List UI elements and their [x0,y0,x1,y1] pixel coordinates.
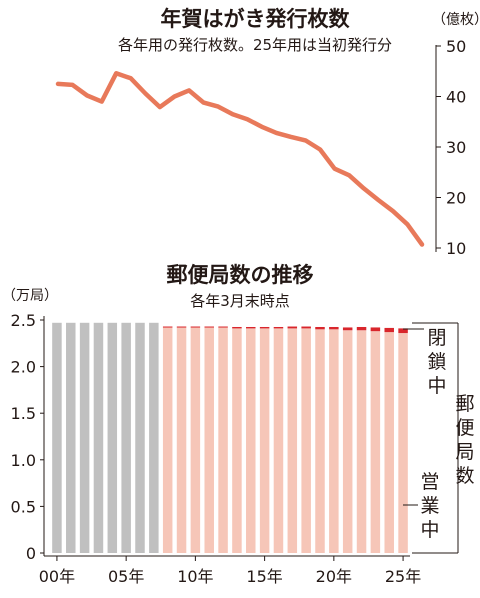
total-label-text: 郵便局数 [455,393,474,487]
bar-operating [246,328,256,553]
bar-pre-privatization [79,322,90,553]
bar-closed [176,326,187,328]
bar-operating [218,327,228,553]
bar-operating [301,328,311,553]
closed-label-text: 閉鎖中 [427,327,446,397]
bar-operating [370,331,381,553]
line-chart-y-ticks: 10 20 30 40 50 [436,37,466,258]
bar-chart-unit: （万局） [2,288,58,304]
closed-label: 閉鎖中 [427,327,446,397]
bar-x-tick-label: 10年 [177,567,213,586]
bar-closed [356,326,367,331]
bar-pre-privatization [93,322,104,553]
bar-operating [273,328,284,553]
bar-operating [329,329,339,553]
bar-closed [315,326,325,330]
bar-operating [232,328,242,553]
bar-chart-x-ticks: 00年 05年 10年 15年 20年 25年 [39,556,421,586]
bar-operating [259,328,270,553]
bar-closed [287,326,298,329]
bar-closed [246,326,256,329]
bar-closed [329,326,339,330]
bar-closed [232,326,242,329]
bar-operating [356,330,367,553]
bar-closed [190,326,201,328]
bar-operating [176,327,187,553]
bar-chart-subtitle: 各年3月末時点 [190,292,290,310]
bar-closed [384,327,394,333]
line-y-tick-label: 20 [446,189,466,208]
bar-chart-title: 郵便局数の推移 [167,263,314,287]
bar-operating [162,327,173,553]
bar-chart-y-ticks: 0 0.5 1.0 1.5 2.0 2.5 [11,311,44,563]
operating-label-text: 営業中 [420,471,439,541]
bracket-annotation [403,322,459,554]
series-line [55,71,425,247]
bar-operating [315,329,325,553]
bar-closed [273,326,284,329]
bar-closed [162,326,173,328]
bar-y-tick-label: 1.0 [11,451,36,470]
bar-operating [384,332,394,553]
bar-x-tick-label: 20年 [316,567,352,586]
bar-pre-privatization [135,322,145,553]
bar-closed [301,326,311,329]
line-y-tick-label: 40 [446,88,466,107]
bar-marks [52,322,408,553]
line-y-tick-label: 10 [446,239,466,258]
bar-closed [259,326,270,329]
line-chart-subtitle: 各年用の発行枚数。25年用は当初発行分 [118,36,392,54]
line-y-tick-label: 30 [446,138,466,157]
bar-pre-privatization [149,322,159,553]
bar-closed [370,327,381,332]
bar-operating [342,330,353,553]
bar-operating [190,327,201,553]
bar-closed [398,328,408,334]
bar-x-tick-label: 15年 [246,567,282,586]
bar-y-tick-label: 0 [26,544,36,563]
bar-y-tick-label: 1.5 [11,404,36,423]
bar-pre-privatization [107,322,118,553]
line-chart-unit: （億枚） [432,12,480,28]
bar-y-tick-label: 2.5 [11,311,36,330]
bar-x-tick-label: 25年 [385,567,421,586]
bar-pre-privatization [121,322,131,553]
bar-operating [398,333,408,553]
bar-x-tick-label: 05年 [108,567,144,586]
bar-closed [342,327,353,331]
bar-closed [218,326,228,328]
bar-operating [287,328,298,553]
line-y-tick-label: 50 [446,37,466,56]
bar-y-tick-label: 2.0 [11,358,36,377]
bar-y-tick-label: 0.5 [11,497,36,516]
bar-closed [204,326,214,328]
line-chart-title: 年賀はがき発行枚数 [161,7,351,31]
bar-pre-privatization [52,322,62,553]
bar-x-tick-label: 00年 [39,567,75,586]
bar-operating [204,327,214,553]
operating-label: 営業中 [420,471,439,541]
total-label: 郵便局数 [455,393,474,487]
bar-pre-privatization [66,322,76,553]
